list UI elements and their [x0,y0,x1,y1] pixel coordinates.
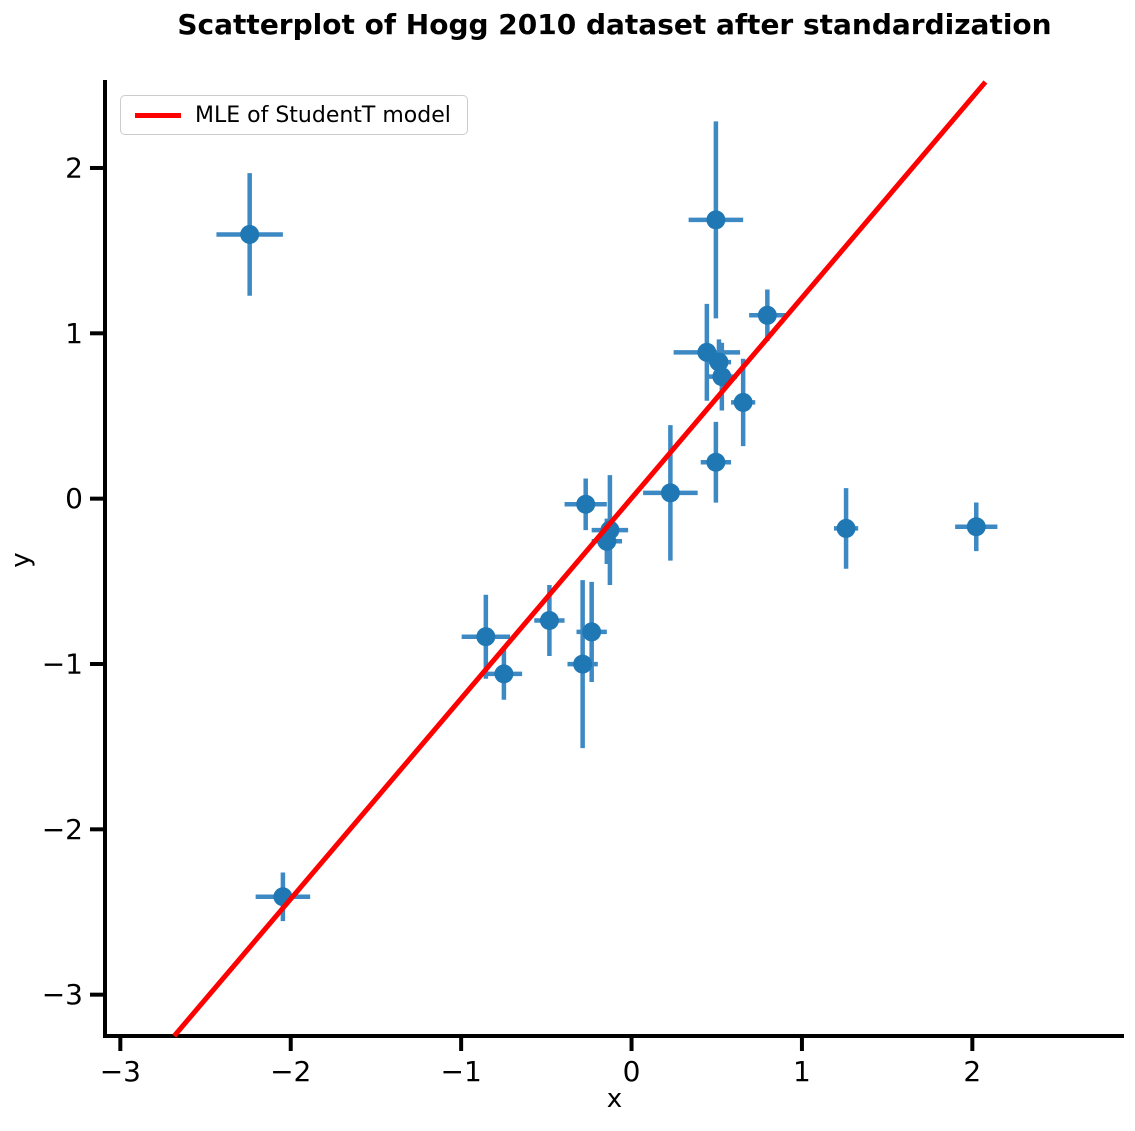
y-tick-label: 1 [65,317,83,350]
x-axis-label: x [606,1084,623,1114]
y-axis-label: y [6,552,36,568]
data-point [757,305,777,325]
legend-line-swatch [135,112,181,118]
x-tick-label: 2 [963,1055,981,1088]
data-point [660,483,680,503]
y-tick-label: −1 [42,647,83,680]
x-tick-label: −2 [270,1055,311,1088]
x-tick-label: −1 [440,1055,481,1088]
x-tick-label: 0 [623,1055,641,1088]
y-tick-label: −2 [42,813,83,846]
data-point [576,494,596,514]
data-point [697,342,717,362]
data-point [706,452,726,472]
data-point [706,210,726,230]
legend-box: MLE of StudentT model [120,95,468,135]
data-point [600,520,620,540]
data-point [539,611,559,631]
legend-label: MLE of StudentT model [195,102,451,128]
data-point [712,367,732,387]
data-point [476,627,496,647]
data-point [573,654,593,674]
page-title: Scatterplot of Hogg 2010 dataset after s… [177,8,1052,41]
data-point [494,664,514,684]
y-tick-label: −3 [42,978,83,1011]
data-point [966,517,986,537]
y-tick-label: 2 [65,151,83,184]
y-tick-label: 0 [65,482,83,515]
data-point [836,518,856,538]
mle-line [172,80,988,1038]
data-point [582,622,602,642]
data-point [733,392,753,412]
data-point [240,224,260,244]
x-tick-label: 1 [793,1055,811,1088]
x-tick-label: −3 [100,1055,141,1088]
